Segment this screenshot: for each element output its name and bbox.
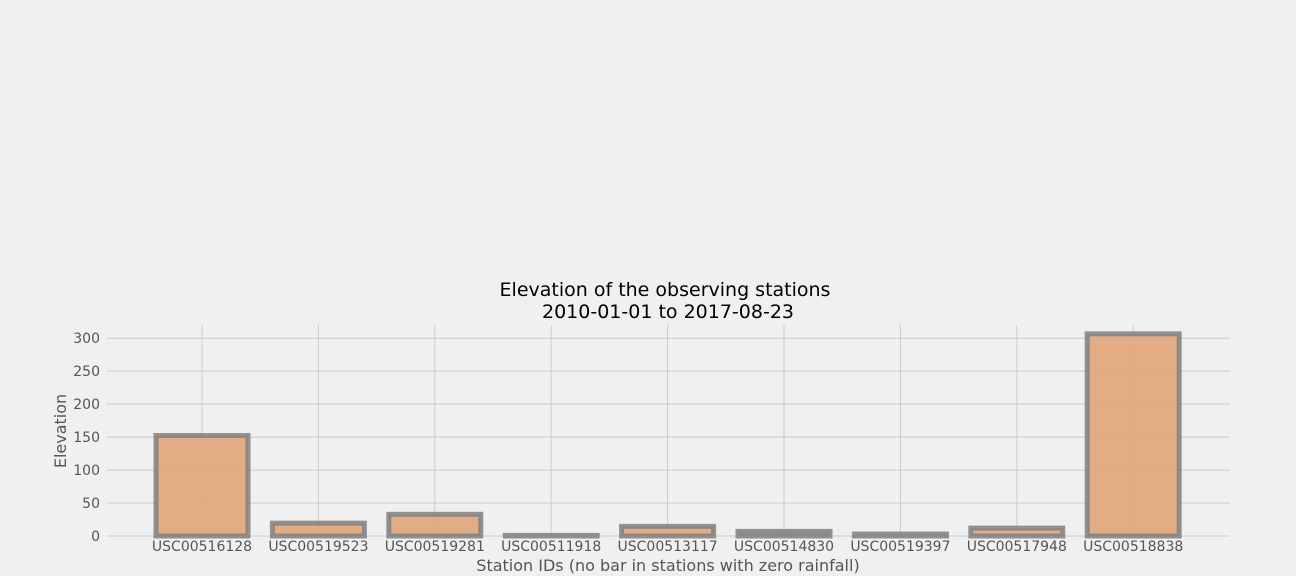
grid-lines (107, 325, 1230, 537)
y-tick-label: 200 (73, 397, 100, 413)
x-tick-label: USC00519397 (850, 539, 950, 555)
x-tick-label: USC00519523 (268, 539, 368, 555)
x-tick-label: USC00514830 (734, 539, 834, 555)
x-tick-label: USC00516128 (152, 539, 252, 555)
chart-title-line1: Elevation of the observing stations (500, 279, 831, 301)
x-tick-label: USC00513117 (618, 539, 718, 555)
x-tick-label: USC00511918 (501, 539, 601, 555)
bar-usc00516128 (153, 433, 251, 539)
bar-usc00519397 (851, 531, 949, 539)
bar-usc00519523 (269, 520, 367, 539)
x-tick-label: USC00518838 (1083, 539, 1183, 555)
x-tick-label: USC00519281 (385, 539, 485, 555)
bars (153, 331, 1182, 539)
bar-usc00517948 (968, 525, 1066, 539)
bar-usc00514830 (735, 528, 833, 539)
y-tick-label: 150 (73, 430, 100, 446)
bar-usc00519281 (386, 511, 484, 539)
y-tick-label: 250 (73, 364, 100, 380)
y-tick-label: 0 (91, 529, 100, 545)
y-axis-label: Elevation (51, 394, 70, 468)
y-tick-label: 100 (73, 463, 100, 479)
y-tick-label: 50 (82, 496, 100, 512)
y-tick-labels: 0 50 100 150 200 250 300 (73, 331, 100, 545)
x-tick-label: USC00517948 (967, 539, 1067, 555)
bar-usc00511918 (502, 532, 600, 539)
bar-usc00518838 (1084, 331, 1182, 539)
y-tick-label: 300 (73, 331, 100, 347)
x-tick-labels: USC00516128 USC00519523 USC00519281 USC0051… (152, 539, 1183, 555)
x-axis-label: Station IDs (no bar in stations with zer… (476, 556, 859, 575)
chart-title-line2: 2010-01-01 to 2017-08-23 (542, 301, 794, 323)
bar-usc00513117 (619, 523, 717, 539)
